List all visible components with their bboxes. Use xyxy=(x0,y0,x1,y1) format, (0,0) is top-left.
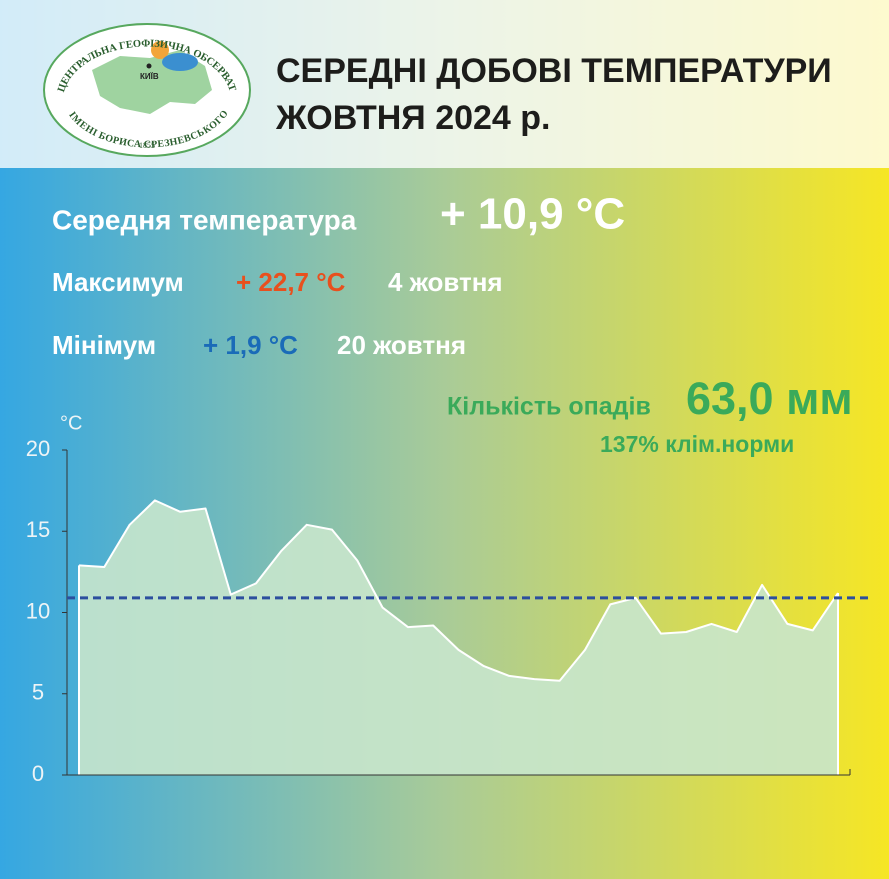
title-line: ЖОВТНЯ 2024 р. xyxy=(275,99,551,137)
mean-value: + 10,9 °C xyxy=(440,190,625,239)
y-tick-label: 15 xyxy=(26,517,50,542)
logo-cloud xyxy=(162,53,198,71)
precip-value: 63,0 мм xyxy=(686,373,853,424)
precip-label: Кількість опадів xyxy=(447,393,651,421)
min-value: + 1,9 °C xyxy=(203,330,298,360)
logo-year: 1855 xyxy=(139,141,155,150)
title-line: СЕРЕДНІ ДОБОВІ ТЕМПЕРАТУРИ xyxy=(276,52,832,90)
mean-label: Середня температура xyxy=(52,204,357,235)
area-fill xyxy=(79,500,838,775)
min-label: Мінімум xyxy=(52,330,156,360)
y-tick-label: 0 xyxy=(32,761,44,786)
max-label: Максимум xyxy=(52,267,184,297)
max-value: + 22,7 °C xyxy=(236,267,346,297)
y-axis-label: °C xyxy=(60,412,82,434)
max-date: 4 жовтня xyxy=(388,267,503,297)
min-date: 20 жовтня xyxy=(337,330,466,360)
logo-city-dot xyxy=(146,63,152,69)
y-tick-label: 10 xyxy=(26,598,50,623)
chart: °C 0 5 10 15 20 xyxy=(26,412,872,786)
y-tick-label: 5 xyxy=(32,680,44,705)
y-tick-label: 20 xyxy=(26,436,50,461)
precip-norm: 137% клім.норми xyxy=(600,431,794,457)
logo-sun xyxy=(151,41,169,59)
temperature-line xyxy=(78,499,839,682)
logo-city: КИЇВ xyxy=(140,72,159,81)
